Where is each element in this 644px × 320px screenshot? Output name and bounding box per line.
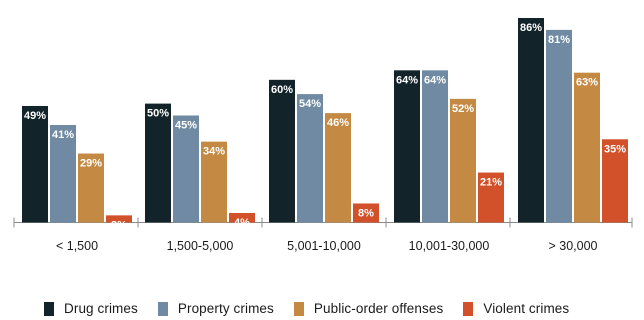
bar [574, 72, 600, 223]
x-tick-label: 5,001-10,000 [287, 239, 361, 253]
legend-swatch [157, 301, 168, 316]
bar [229, 212, 255, 223]
bar [422, 70, 448, 223]
legend: Drug crimes Property crimes Public-order… [44, 301, 589, 316]
legend-label: Public-order offenses [313, 301, 444, 316]
bar [478, 172, 504, 223]
data-label: 81% [548, 34, 570, 46]
bar [78, 153, 104, 223]
bar [173, 115, 199, 223]
legend-label: Violent crimes [483, 301, 570, 316]
data-label: 50% [147, 108, 169, 120]
legend-item-property-crimes: Property crimes [157, 301, 274, 316]
data-label: 34% [203, 146, 225, 158]
x-tick-label: < 1,500 [56, 239, 98, 253]
legend-swatch [293, 301, 304, 316]
legend-item-violent-crimes: Violent crimes [463, 301, 569, 316]
bar [297, 94, 323, 223]
data-label: 49% [24, 110, 46, 122]
data-label: 41% [52, 129, 74, 141]
data-label: 4% [234, 217, 250, 229]
data-label: 64% [424, 74, 446, 86]
data-label: 64% [396, 74, 418, 86]
bar [22, 105, 48, 223]
bar-chart: 49% 41% 29% 3% < 1,500 50% 45% 34% 4%1,500-5,000… [13, 18, 633, 253]
bar [394, 70, 420, 223]
legend-label: Property crimes [177, 301, 274, 316]
legend-swatch [463, 301, 474, 316]
data-label: 8% [358, 207, 374, 219]
bar [145, 103, 171, 223]
bar [201, 141, 227, 223]
bar [106, 215, 132, 223]
legend-item-public-order-offenses: Public-order offenses [293, 301, 444, 316]
bar [325, 113, 351, 223]
data-label: 63% [576, 77, 598, 89]
bar [353, 203, 379, 223]
data-label: 86% [520, 22, 542, 34]
data-label: 54% [299, 98, 321, 110]
x-tick-label: 1,500-5,000 [167, 239, 234, 253]
data-label: 45% [175, 119, 197, 131]
data-label: 29% [80, 158, 102, 170]
legend-swatch [44, 301, 54, 316]
legend-item-drug-crimes: Drug crimes [44, 301, 138, 316]
bar [602, 139, 628, 223]
data-label: 60% [271, 84, 293, 96]
data-label: 35% [604, 143, 626, 155]
x-tick-label: > 30,000 [548, 239, 597, 253]
data-label: 52% [452, 103, 474, 115]
bar [269, 79, 295, 223]
data-label: 3% [111, 219, 127, 231]
bar [450, 98, 476, 223]
legend-label: Drug crimes [64, 301, 138, 316]
data-label: 21% [480, 177, 502, 189]
bar [50, 125, 76, 223]
bar [518, 18, 544, 223]
data-label: 46% [327, 117, 349, 129]
x-tick-label: 10,001-30,000 [409, 239, 490, 253]
bar [546, 29, 572, 223]
